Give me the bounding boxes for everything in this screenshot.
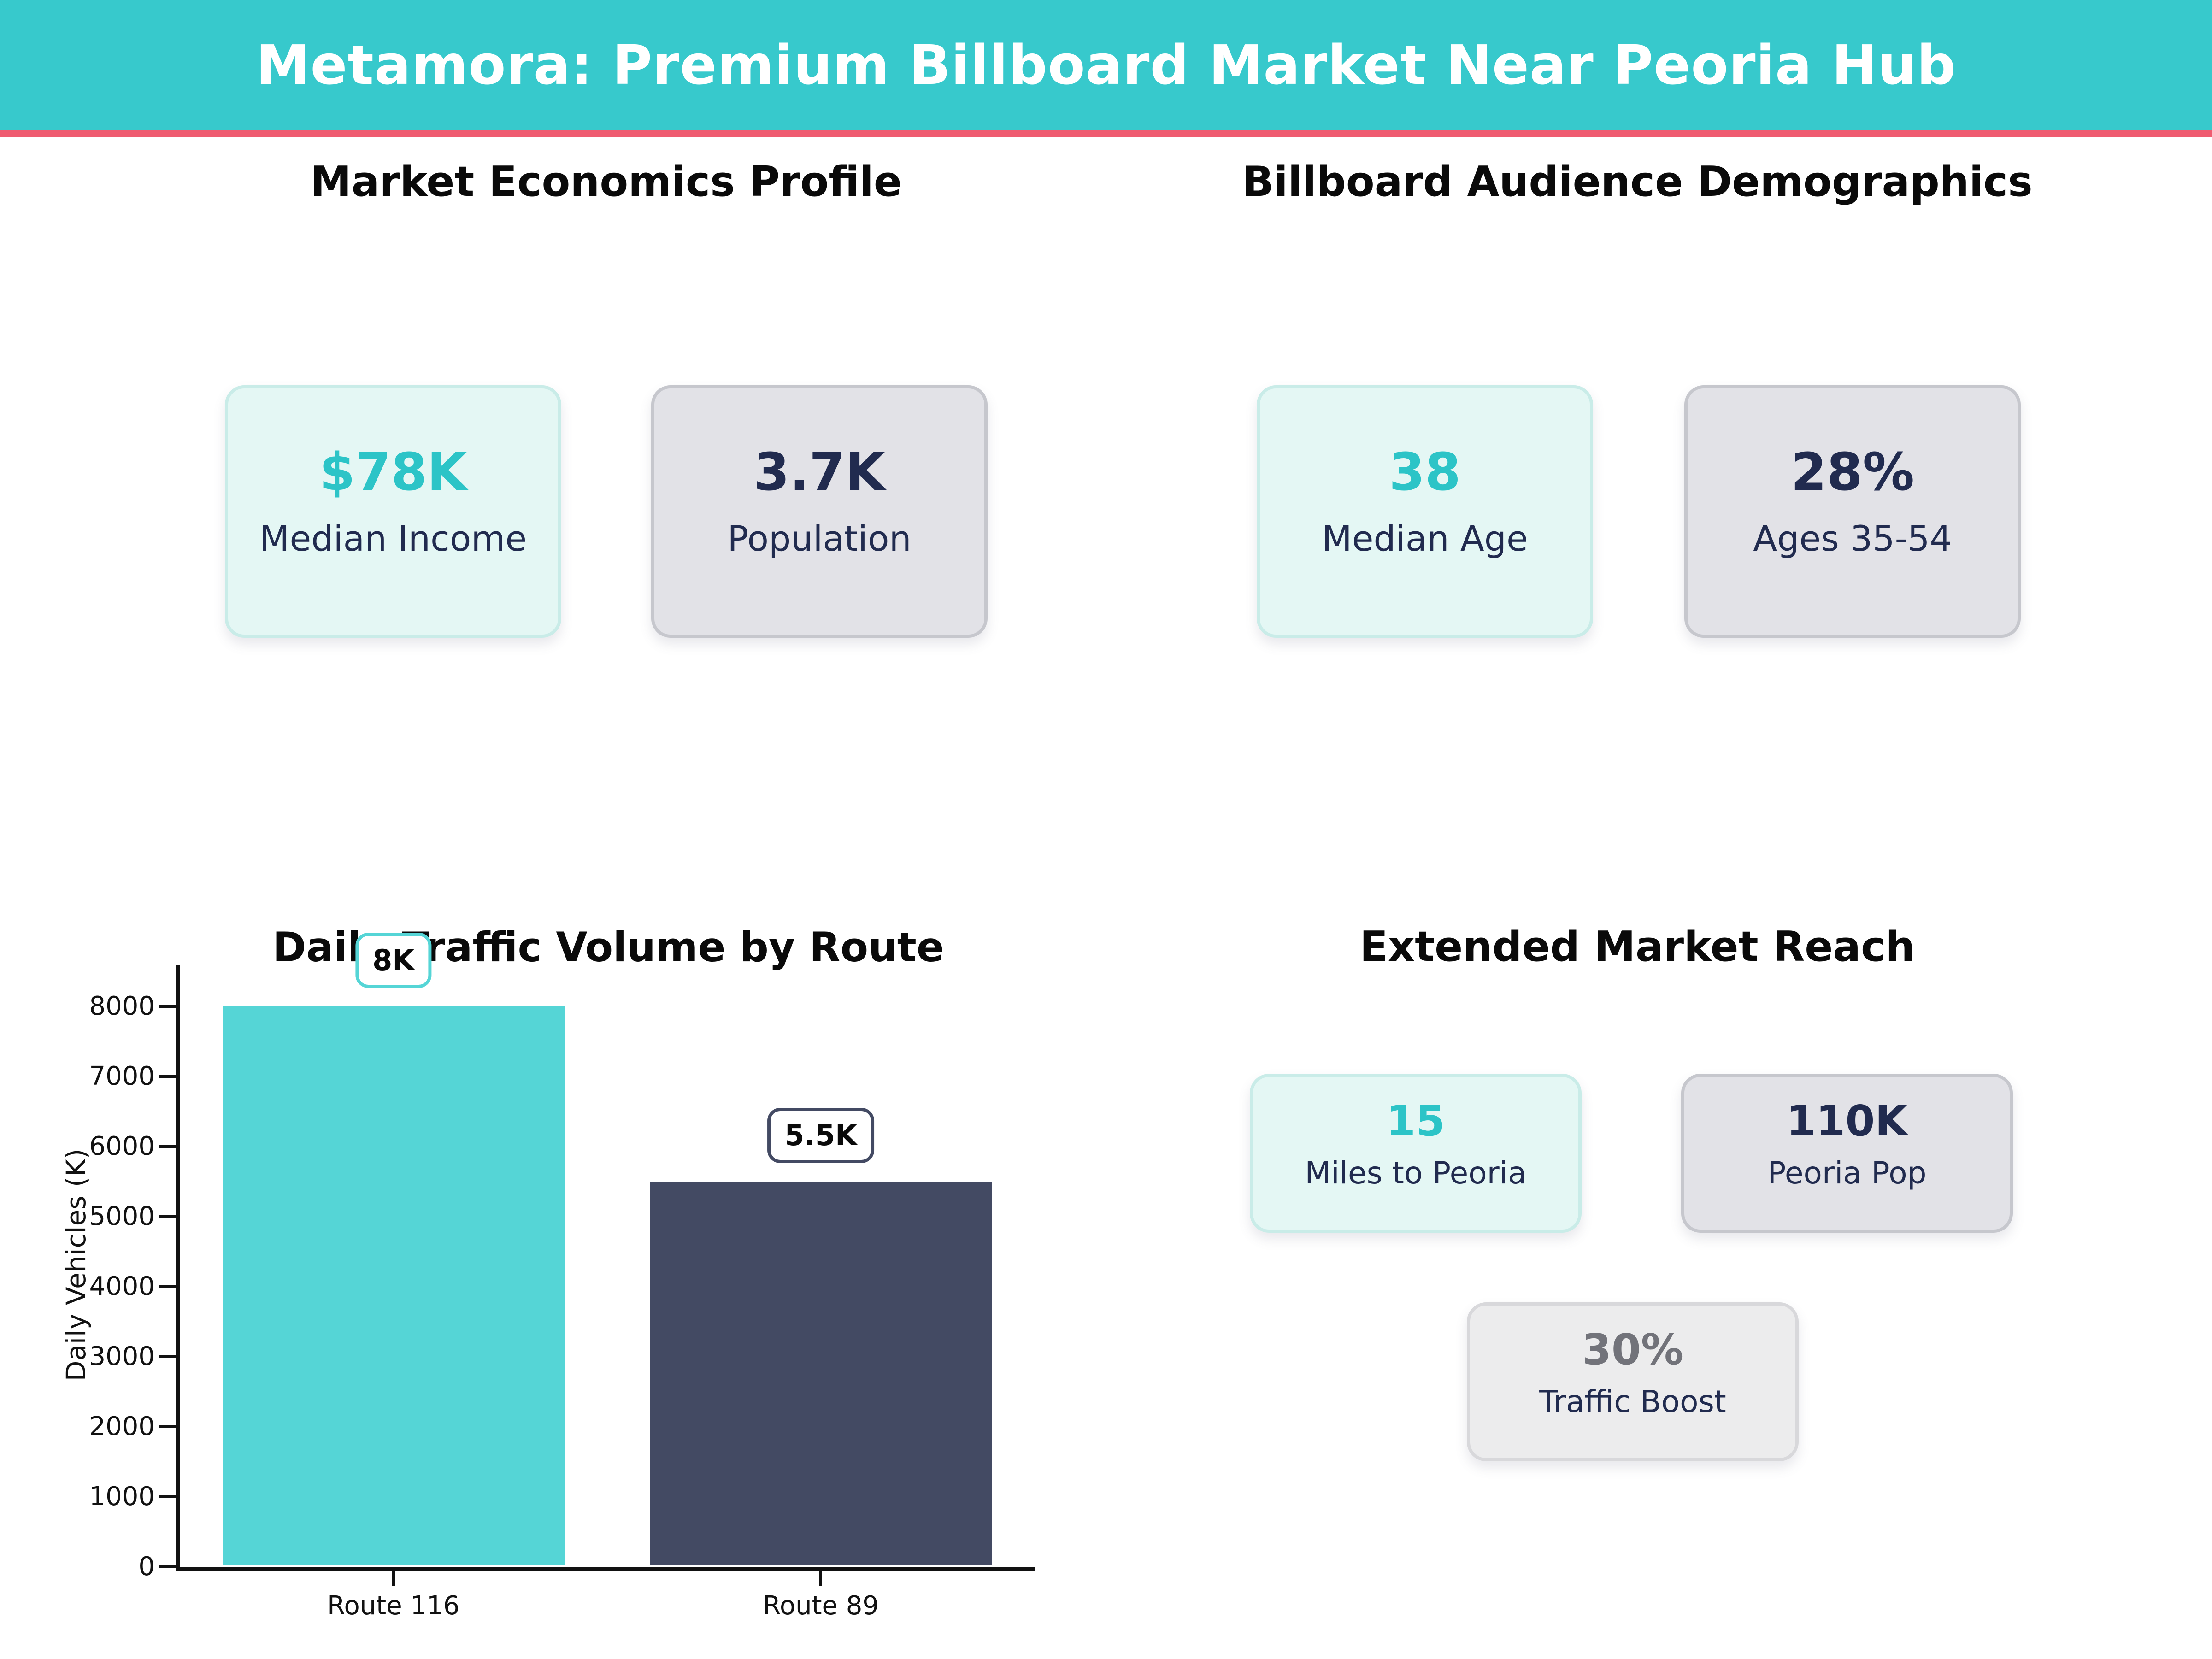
stat-value: 28% bbox=[1790, 442, 1915, 502]
stat-label: Ages 35-54 bbox=[1753, 518, 1952, 559]
y-tick-label: 2000 bbox=[89, 1412, 155, 1441]
stat-label: Miles to Peoria bbox=[1305, 1155, 1527, 1191]
x-tick-mark bbox=[819, 1571, 823, 1586]
stat-card-peoria-pop: 110K Peoria Pop bbox=[1681, 1074, 2013, 1233]
stat-label: Traffic Boost bbox=[1539, 1383, 1726, 1419]
section-title-reach: Extended Market Reach bbox=[1359, 923, 1915, 971]
stat-value: 3.7K bbox=[753, 442, 885, 502]
y-tick-label: 5000 bbox=[89, 1201, 155, 1231]
y-tick-mark bbox=[159, 1425, 176, 1428]
stat-label: Peoria Pop bbox=[1767, 1155, 1927, 1191]
bar-route-116 bbox=[222, 1006, 565, 1565]
y-tick-label: 3000 bbox=[89, 1341, 155, 1371]
x-tick-label: Route 116 bbox=[327, 1591, 460, 1621]
y-tick-mark bbox=[159, 1355, 176, 1358]
accent-strip bbox=[0, 130, 2212, 137]
section-title-economics: Market Economics Profile bbox=[310, 158, 902, 206]
stat-card-traffic-boost: 30% Traffic Boost bbox=[1467, 1302, 1799, 1461]
y-tick-mark bbox=[159, 1565, 176, 1568]
stat-value: 15 bbox=[1386, 1096, 1446, 1146]
y-tick-mark bbox=[159, 1495, 176, 1498]
y-axis-spine bbox=[176, 965, 180, 1571]
y-tick-mark bbox=[159, 1285, 176, 1288]
header-banner: Metamora: Premium Billboard Market Near … bbox=[0, 0, 2212, 130]
y-tick-label: 8000 bbox=[89, 991, 155, 1021]
stat-card-population: 3.7K Population bbox=[651, 385, 988, 638]
y-tick-mark bbox=[159, 1215, 176, 1218]
stat-value: 110K bbox=[1786, 1096, 1908, 1146]
bar-route-89 bbox=[650, 1182, 992, 1565]
x-axis-spine bbox=[176, 1567, 1035, 1571]
x-tick-label: Route 89 bbox=[763, 1591, 879, 1621]
stat-value: 38 bbox=[1389, 442, 1461, 502]
stat-card-ages-35-54: 28% Ages 35-54 bbox=[1684, 385, 2021, 638]
y-tick-label: 0 bbox=[138, 1552, 155, 1582]
y-tick-mark bbox=[159, 1075, 176, 1078]
stat-card-miles-to-peoria: 15 Miles to Peoria bbox=[1250, 1074, 1582, 1233]
stat-label: Median Age bbox=[1322, 518, 1528, 559]
y-tick-mark bbox=[159, 1005, 176, 1008]
chart-title: Daily Traffic Volume by Route bbox=[272, 924, 944, 971]
stat-card-median-age: 38 Median Age bbox=[1257, 385, 1593, 638]
section-title-demographics: Billboard Audience Demographics bbox=[1242, 158, 2033, 206]
stat-label: Population bbox=[727, 518, 912, 559]
stat-label: Median Income bbox=[259, 518, 527, 559]
bar-value-label: 5.5K bbox=[767, 1108, 875, 1163]
y-tick-label: 7000 bbox=[89, 1061, 155, 1091]
y-tick-label: 4000 bbox=[89, 1271, 155, 1301]
stat-value: $78K bbox=[319, 442, 467, 502]
y-tick-mark bbox=[159, 1145, 176, 1148]
y-tick-label: 6000 bbox=[89, 1131, 155, 1161]
y-tick-label: 1000 bbox=[89, 1482, 155, 1512]
stat-value: 30% bbox=[1582, 1324, 1684, 1374]
x-tick-mark bbox=[392, 1571, 395, 1586]
bar-value-label: 8K bbox=[355, 933, 432, 988]
stat-card-median-income: $78K Median Income bbox=[225, 385, 561, 638]
page-title: Metamora: Premium Billboard Market Near … bbox=[256, 33, 1956, 97]
